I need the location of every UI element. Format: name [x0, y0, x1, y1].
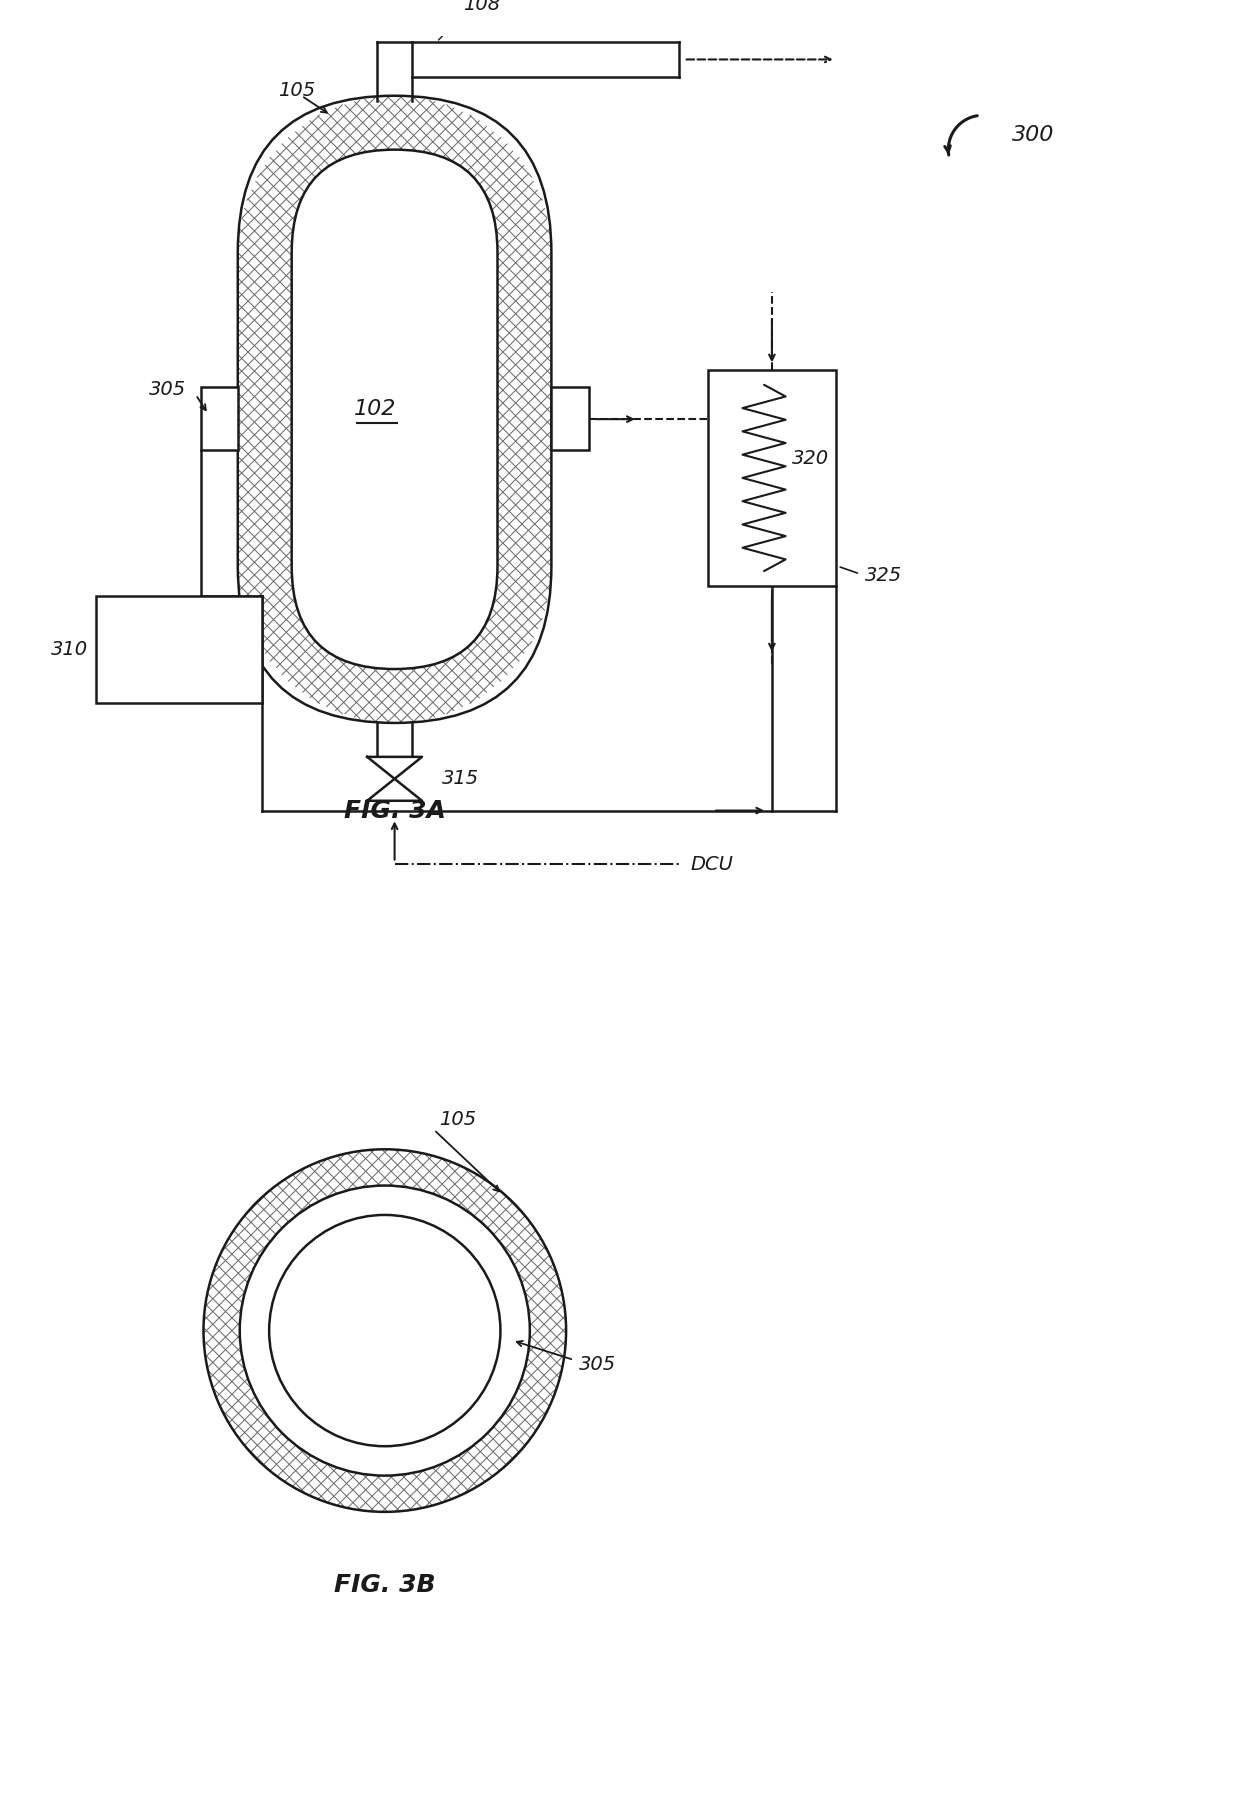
Text: 310: 310	[51, 639, 88, 659]
Polygon shape	[367, 778, 422, 801]
Text: FIG. 3A: FIG. 3A	[343, 800, 445, 823]
Text: FIG. 3B: FIG. 3B	[334, 1574, 435, 1597]
Text: 305: 305	[579, 1356, 616, 1374]
Text: 300: 300	[1012, 124, 1054, 144]
Text: 108: 108	[464, 0, 500, 14]
Text: DCU: DCU	[691, 855, 733, 873]
FancyBboxPatch shape	[291, 149, 497, 668]
Bar	[95, 596, 263, 704]
Circle shape	[269, 1216, 501, 1446]
Text: 102: 102	[353, 400, 396, 420]
Text: 105: 105	[278, 81, 315, 101]
Text: 315: 315	[441, 769, 479, 789]
Bar	[201, 387, 238, 450]
Bar	[708, 371, 836, 585]
Text: 325: 325	[866, 567, 903, 585]
Text: 105: 105	[439, 1111, 476, 1129]
Circle shape	[239, 1185, 529, 1475]
Text: 320: 320	[791, 448, 828, 468]
Bar	[552, 387, 589, 450]
Text: 305: 305	[149, 380, 186, 400]
Polygon shape	[367, 756, 422, 778]
